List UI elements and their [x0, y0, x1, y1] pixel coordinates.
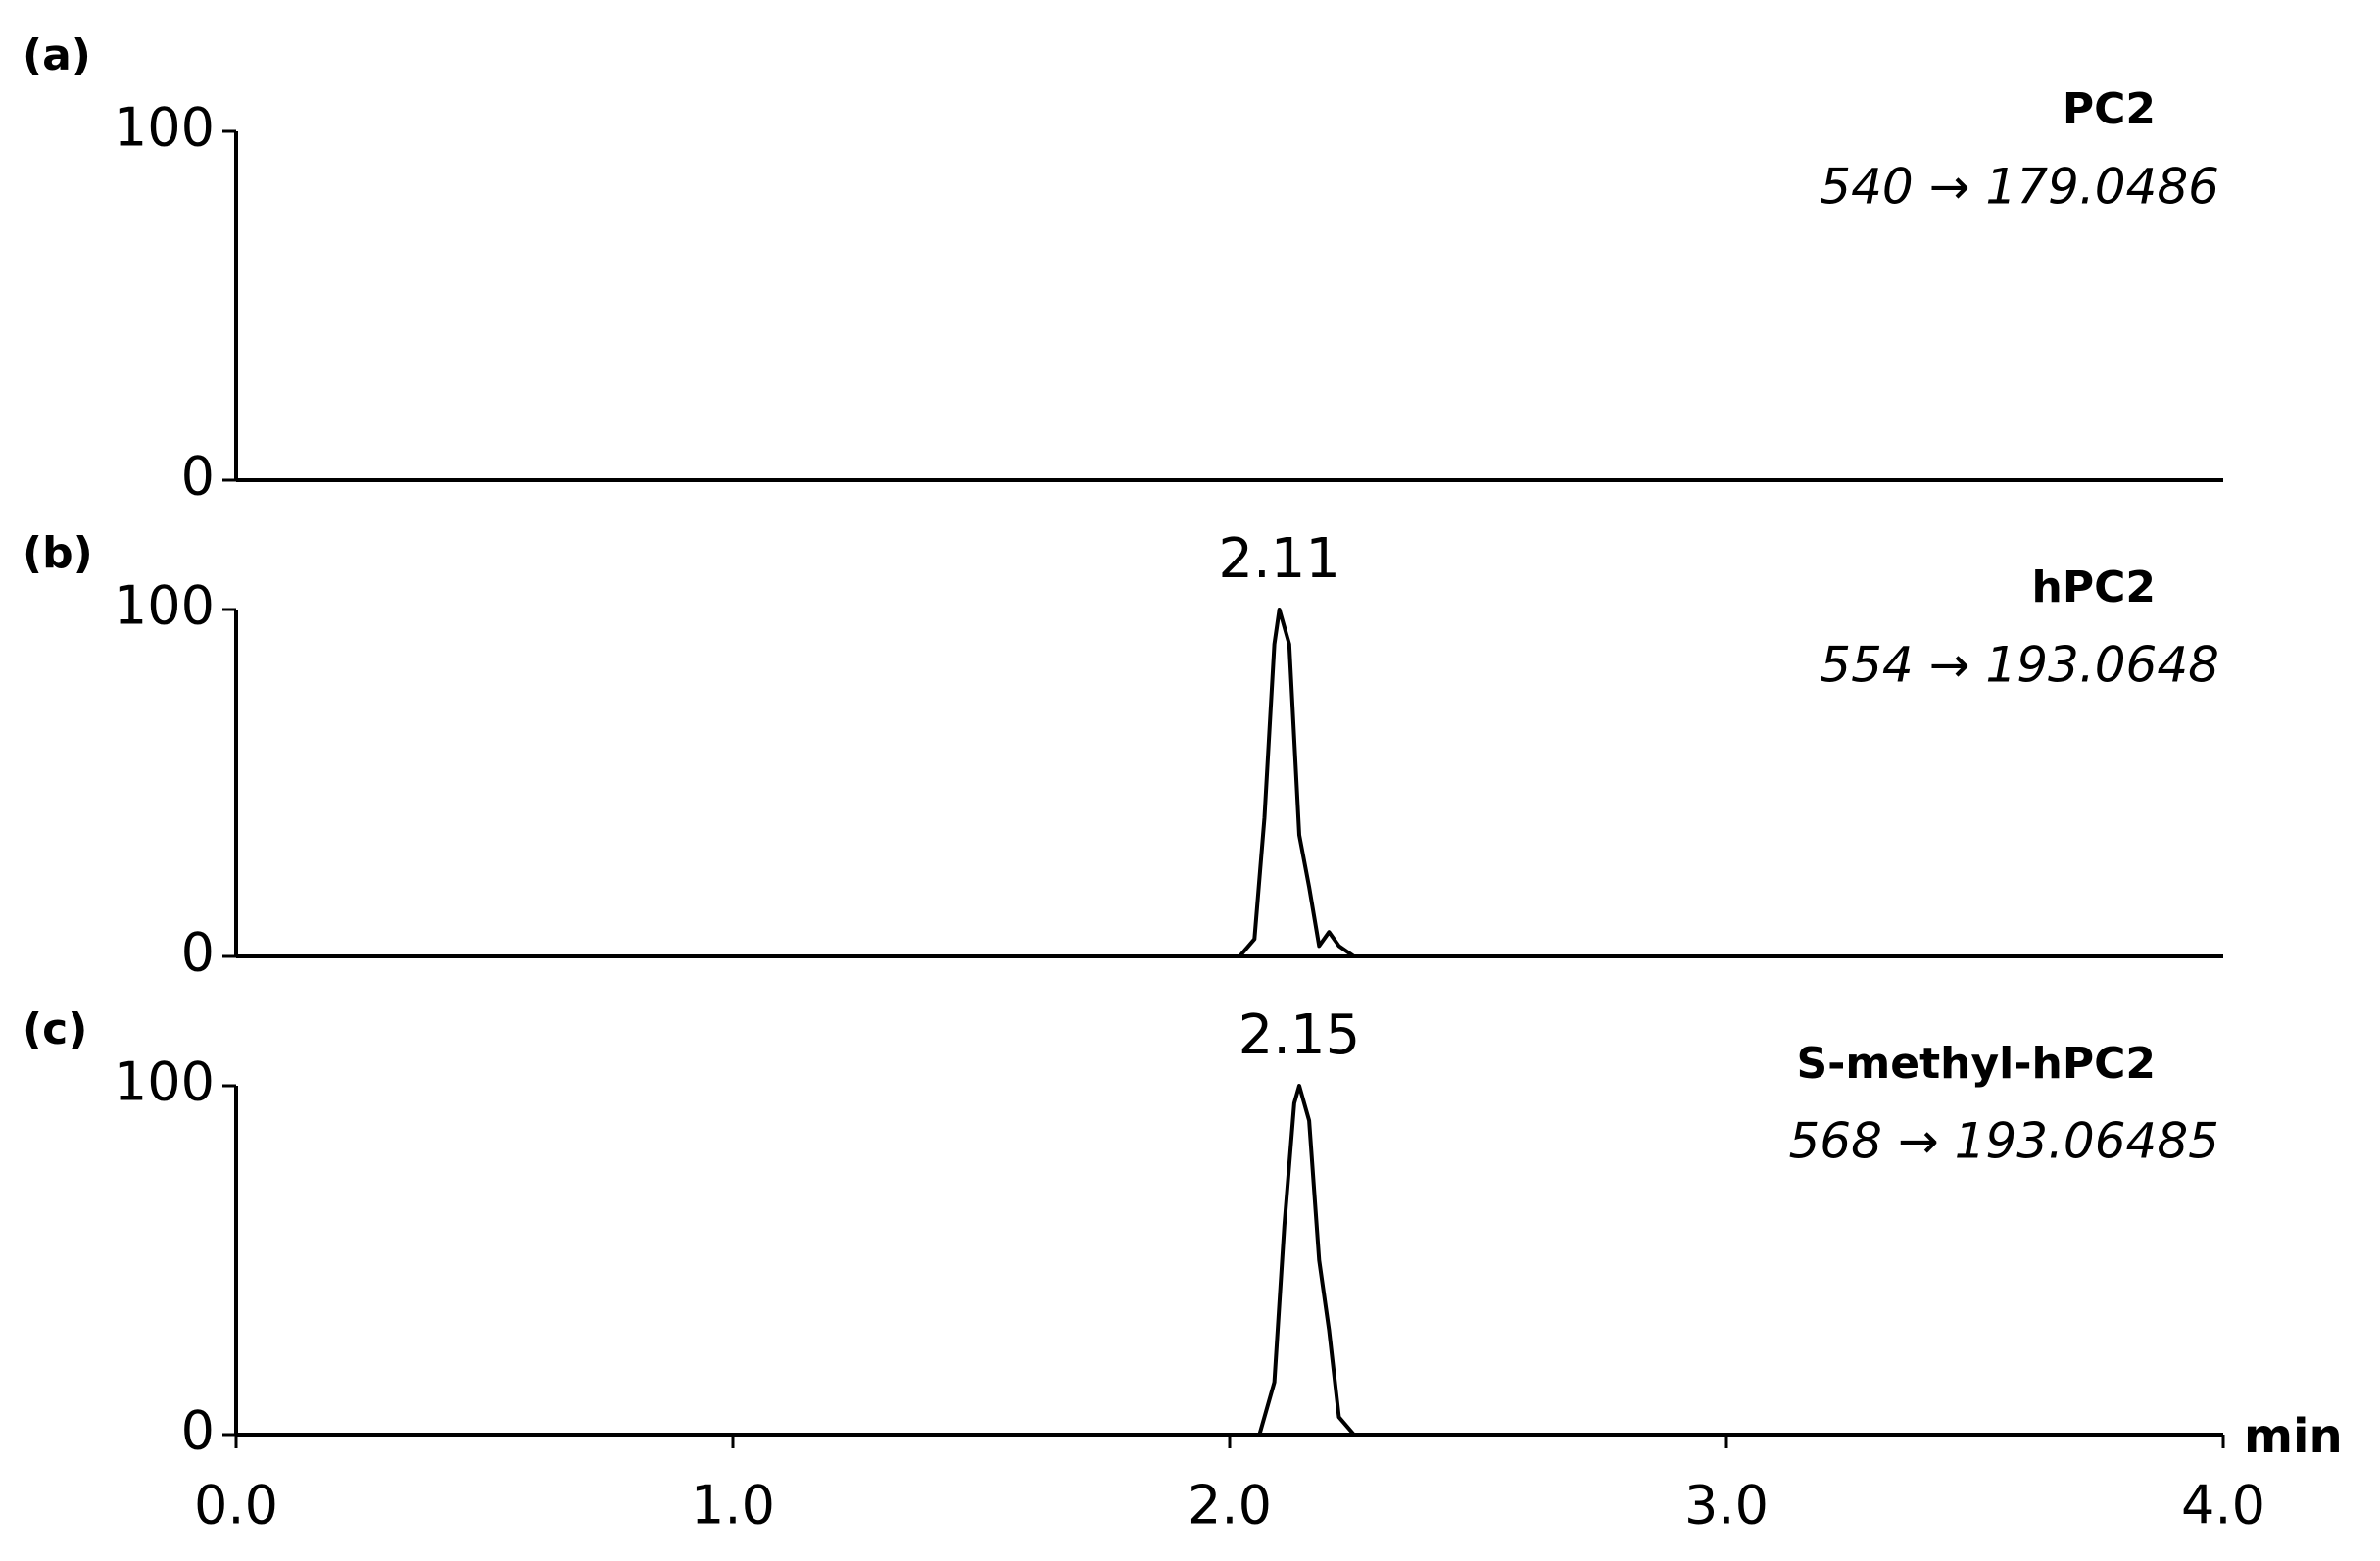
- panel-label: (c): [23, 1004, 87, 1054]
- trace-line: [236, 1084, 2223, 1437]
- peak-label: 2.15: [1239, 1003, 1361, 1067]
- x-tick-label: 4.0: [2181, 1475, 2265, 1537]
- y-tick-label: 100: [114, 575, 215, 637]
- y-tick-label: 0: [181, 922, 215, 984]
- y-tick-label: 100: [114, 97, 215, 159]
- panel-label: (a): [23, 30, 91, 80]
- x-tick-label: 3.0: [1684, 1475, 1769, 1537]
- y-tick-label: 0: [181, 1400, 215, 1462]
- transition: 540 → 179.0486: [1820, 159, 2219, 216]
- trace-name: PC2: [2063, 84, 2156, 134]
- x-tick-label: 0.0: [194, 1475, 278, 1537]
- x-tick-label: 1.0: [691, 1475, 775, 1537]
- transition: 568 → 193.06485: [1788, 1113, 2219, 1170]
- panel-label: (b): [23, 528, 93, 578]
- trace-line: [236, 608, 2223, 958]
- y-tick-label: 100: [114, 1051, 215, 1113]
- y-tick-label: 0: [181, 446, 215, 508]
- trace-name: S-methyl-hPC2: [1796, 1039, 2156, 1089]
- trace-name: hPC2: [2032, 562, 2156, 612]
- x-tick-label: 2.0: [1188, 1475, 1272, 1537]
- transition: 554 → 193.0648: [1820, 637, 2219, 694]
- x-axis-label: min: [2244, 1409, 2343, 1464]
- peak-label: 2.11: [1218, 527, 1340, 591]
